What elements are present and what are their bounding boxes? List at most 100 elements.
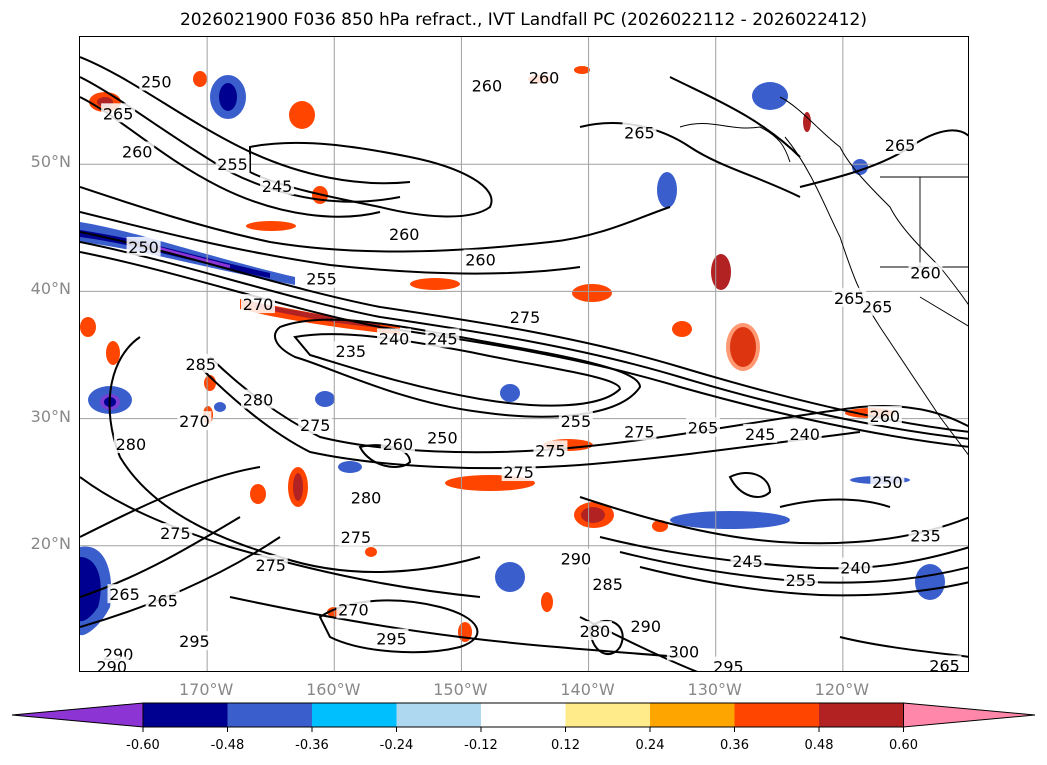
longitude-label: 170°W (178, 680, 234, 699)
contour-label: 270 (179, 412, 210, 431)
colorbar-tick-label: 0.48 (804, 738, 834, 753)
contour-label: 275 (341, 528, 372, 547)
colorbar-segment (565, 703, 650, 727)
contour-label-bg (908, 262, 943, 282)
contour-label: 270 (243, 295, 274, 314)
contour-label-bg (577, 621, 612, 641)
contour-label-bg (380, 434, 415, 454)
colorbar-segment (650, 703, 735, 727)
blue-blobs (88, 82, 945, 600)
contour-label-bg (425, 328, 460, 348)
colorbar-segment (734, 703, 819, 727)
latitude-label: 40°N (30, 279, 71, 299)
contour-label-bg (241, 294, 275, 314)
contour-label-bg (177, 411, 212, 431)
contour-label-bg (832, 287, 867, 307)
colorbar-segment (819, 703, 904, 727)
contour-label-bg (158, 523, 193, 543)
longitude-label: 120°W (814, 680, 870, 699)
contour-label-bg (126, 236, 161, 256)
contour-label-bg (867, 406, 902, 426)
colorbar-frame (142, 702, 904, 728)
contour-label-bg (336, 599, 371, 619)
contour-label: 275 (503, 463, 534, 482)
contour-label: 280 (243, 391, 274, 410)
contour-label: 265 (688, 419, 719, 438)
contour-label: 285 (186, 355, 217, 374)
contour-label-bg (783, 570, 818, 590)
contour-label-bg (377, 328, 412, 348)
contour-label-bg (508, 306, 542, 326)
contour-label-bg (501, 462, 536, 482)
contour-label: 235 (336, 342, 367, 361)
contour-label-bg (590, 573, 625, 593)
contour-label: 240 (789, 425, 820, 444)
contour-label-bg (730, 551, 765, 571)
contour-label-bg (787, 423, 822, 443)
contour-label-bg (666, 641, 701, 661)
contour-label: 265 (885, 136, 916, 155)
contour-label-bg (333, 341, 368, 361)
contour-label: 295 (713, 658, 744, 672)
contour-label: 245 (745, 425, 776, 444)
contour-label-bg (304, 268, 339, 288)
longitude-label: 140°W (560, 680, 615, 699)
contour-label: 245 (732, 552, 763, 571)
contour-label-bg (94, 656, 129, 671)
colorbar-segment (143, 703, 228, 727)
contour-label: 265 (862, 298, 893, 317)
contour-label: 260 (389, 225, 420, 244)
latitude-label: 50°N (30, 152, 71, 172)
contour-label: 290 (97, 658, 128, 672)
colorbar-tick-label: -0.36 (295, 738, 329, 753)
map-title: 2026021900 F036 850 hPa refract., IVT La… (179, 10, 867, 30)
contour-label-bg (743, 423, 778, 443)
contour-label: 265 (624, 123, 655, 142)
colorbar-extend-min (11, 702, 144, 728)
contour-label: 275 (160, 524, 191, 543)
contour-label: 260 (383, 435, 414, 454)
contour-labels: 250 265 260 255 245 250 260 260 255 270 275 240 245 2… (94, 67, 962, 672)
colorbar-segment (396, 703, 481, 727)
contour-label-bg (686, 417, 720, 437)
contour-label: 295 (376, 630, 407, 649)
longitude-label: 130°W (687, 680, 742, 699)
contour-label: 260 (472, 76, 503, 95)
contour-label: 275 (535, 441, 566, 460)
colorbar-tick-label: 0.24 (635, 738, 665, 753)
contour-label: 245 (262, 177, 293, 196)
contour-label-bg (298, 414, 333, 434)
contour-label-bg (883, 135, 918, 155)
contour-label: 275 (510, 308, 541, 327)
contour-label: 240 (379, 329, 410, 348)
contour-label-bg (241, 389, 275, 409)
colorbar-tick-label: -0.48 (210, 738, 245, 753)
contour-label-bg (113, 434, 148, 454)
contour-label: 255 (306, 270, 337, 289)
contour-label: 280 (351, 488, 382, 507)
contour-label: 250 (427, 429, 458, 448)
contour-label-bg (711, 656, 746, 671)
contour-label: 290 (561, 550, 592, 569)
contour-label-bg (425, 427, 460, 447)
contour-label: 260 (465, 251, 496, 270)
colorbar-segment (481, 703, 566, 727)
contour-lines (80, 56, 968, 671)
contour-label-bg (908, 525, 943, 545)
contour-label-bg (120, 141, 155, 161)
contour-label: 265 (834, 289, 865, 308)
contour-label: 250 (141, 73, 172, 92)
contour-label-bg (558, 548, 593, 568)
contour-label: 280 (580, 622, 611, 641)
map-panel[interactable]: 250 265 260 255 245 250 260 260 255 270 275 240 245 2… (79, 36, 969, 672)
contour-label-bg (628, 615, 663, 635)
colorbar-tick-label: -0.24 (379, 738, 414, 753)
contour-label-bg (527, 67, 562, 87)
colorbar-tick-label: 0.36 (720, 738, 749, 753)
contour-label: 265 (929, 656, 960, 672)
contour-label: 245 (427, 329, 458, 348)
contour-label: 270 (338, 600, 369, 619)
colorbar (11, 702, 1036, 732)
contour-label: 260 (122, 142, 153, 161)
latitude-label: 20°N (30, 533, 71, 553)
